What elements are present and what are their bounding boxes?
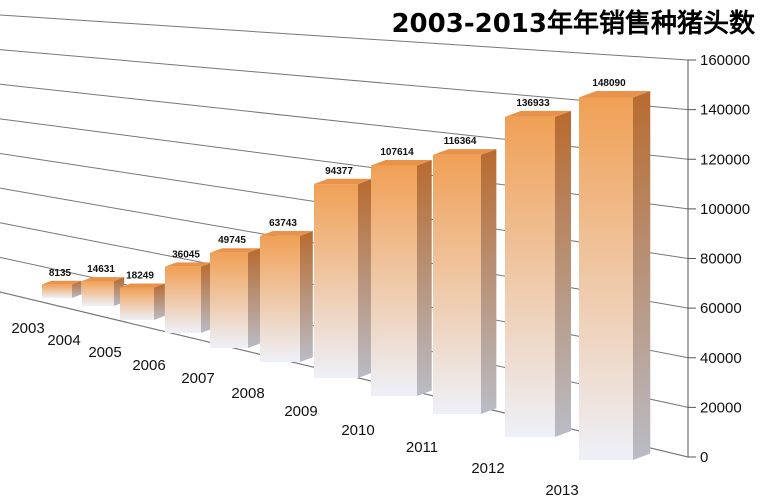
bar-side-2006	[201, 262, 213, 333]
x-tick-label: 2004	[47, 332, 80, 349]
data-label-2004: 14631	[87, 264, 115, 275]
bar-side-2009	[358, 178, 373, 378]
y-tick-label: 160000	[700, 52, 750, 69]
bar-top-2011	[433, 149, 497, 155]
x-tick-label: 2005	[88, 344, 121, 361]
bar-2012	[505, 116, 555, 437]
bar-side-2012	[555, 110, 571, 437]
bar-top-2009	[314, 178, 373, 185]
x-tick-label: 2012	[471, 460, 504, 477]
bar-top-2005	[120, 283, 165, 288]
x-tick-label: 2003	[11, 320, 44, 337]
y-tick-label: 140000	[700, 102, 750, 119]
bar-side-2011	[481, 149, 497, 414]
bar-top-2004	[82, 277, 125, 281]
data-label-2009: 94377	[325, 166, 353, 177]
x-tick-label: 2007	[181, 370, 214, 387]
bar-2009	[314, 184, 358, 378]
gridline	[0, 118, 689, 210]
gridline	[0, 83, 689, 160]
labels: 0 20000 40000 60000 80000 100000 120000 140000 1…	[11, 52, 750, 499]
bar-side-2007	[248, 248, 261, 348]
y-tick-label: 60000	[700, 300, 742, 317]
bar-2008	[260, 235, 300, 362]
bar-2006	[165, 266, 201, 333]
bar-2013	[579, 97, 633, 460]
bar-2011	[433, 154, 481, 414]
data-label-2007: 49745	[218, 235, 246, 246]
chart-title: 2003-2013年年销售种猪头数	[391, 8, 756, 39]
bar-side-2003	[72, 280, 82, 298]
x-tick-label: 2008	[231, 385, 264, 402]
x-tick-label: 2013	[545, 482, 578, 499]
y-tick-label: 80000	[700, 251, 742, 268]
bar-top-2003	[42, 280, 82, 285]
gridline	[0, 49, 689, 111]
bar-2004	[82, 280, 114, 306]
bar-side-2013	[633, 90, 651, 461]
y-tick-label: 100000	[700, 201, 750, 218]
data-label-2011: 116364	[444, 136, 477, 147]
x-tick-label: 2011	[406, 439, 438, 456]
x-tick-label: 2009	[284, 403, 317, 420]
y-tick-label: 20000	[700, 399, 742, 416]
bar-top-2008	[260, 231, 313, 236]
bar-top-2010	[371, 160, 432, 166]
bar-top-2012	[505, 110, 571, 117]
bar-top-2006	[165, 262, 213, 267]
data-label-2006: 36045	[172, 249, 200, 260]
bar-top-2007	[210, 248, 261, 253]
data-label-2010: 107614	[380, 147, 414, 158]
bar-side-2005	[154, 283, 165, 320]
data-label-2008: 63743	[269, 218, 297, 229]
y-tick-label: 40000	[700, 350, 742, 367]
y-tick-label: 0	[700, 449, 708, 466]
x-tick-label: 2006	[132, 357, 165, 374]
bar-2003	[42, 284, 72, 298]
bar-2007	[210, 252, 248, 348]
data-label-2013: 148090	[592, 78, 626, 89]
data-label-2012: 136933	[516, 98, 550, 109]
bar-2005	[120, 287, 154, 320]
bar-side-2008	[300, 231, 313, 362]
data-label-2005: 18249	[126, 270, 154, 281]
x-tick-label: 2010	[341, 422, 374, 439]
y-tick-label: 120000	[700, 151, 750, 168]
bar-top-2013	[579, 90, 651, 98]
gridline	[0, 14, 689, 61]
bar-side-2010	[417, 160, 432, 396]
bars	[42, 90, 651, 461]
bar-2010	[371, 165, 417, 396]
data-label-2003: 8135	[49, 268, 72, 279]
